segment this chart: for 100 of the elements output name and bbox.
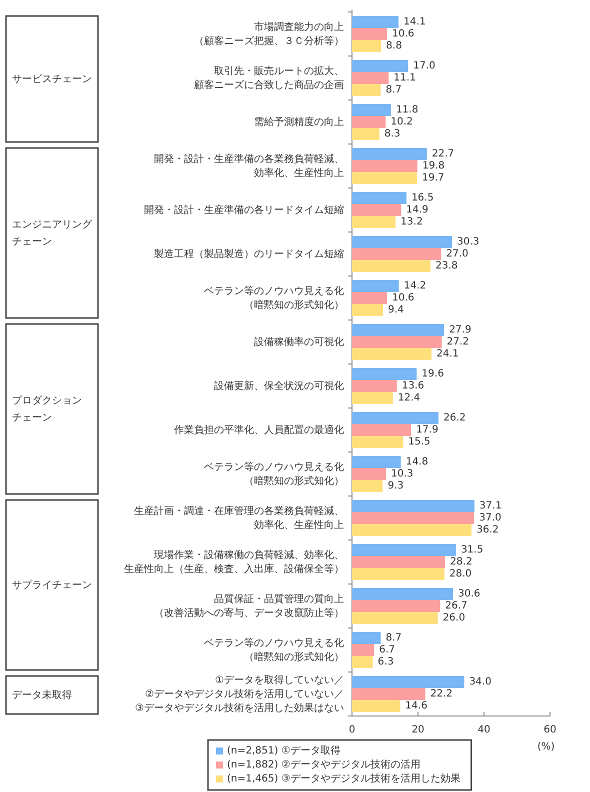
bar [352, 676, 464, 688]
bar [352, 116, 386, 128]
bar [352, 500, 474, 512]
bar [352, 280, 399, 292]
data-label: 26.2 [443, 412, 466, 424]
y-tick-label: ベテラン等のノウハウ見える化（暗黙知の形式知化） [204, 284, 344, 310]
bar [352, 72, 389, 84]
data-label: 10.6 [392, 28, 414, 40]
bar [352, 292, 387, 304]
bar [352, 60, 408, 72]
bar [352, 700, 400, 712]
bar [352, 644, 374, 656]
y-tick-label: 生産計画・調達・在庫管理の各業務負荷軽減、効率化、生産性向上 [134, 504, 344, 530]
bar [352, 480, 383, 492]
data-label: 36.2 [476, 524, 499, 536]
y-tick-label: 製造工程（製品製造）のリードタイム短縮 [154, 248, 344, 260]
bar [352, 512, 474, 524]
data-label: 28.0 [449, 568, 472, 580]
legend-label: (n=2,851) ①データ取得 [227, 746, 340, 756]
bar [352, 16, 399, 28]
data-label: 37.0 [479, 512, 502, 524]
bar [352, 248, 442, 260]
bar [352, 304, 384, 316]
bar [352, 688, 426, 700]
data-label: 22.2 [430, 688, 453, 700]
bar [352, 568, 444, 580]
bar [352, 468, 386, 480]
data-label: 15.5 [408, 436, 430, 448]
data-label: 34.0 [469, 676, 492, 688]
data-label: 30.6 [458, 588, 480, 600]
bar [352, 656, 373, 668]
data-label: 12.4 [398, 392, 420, 404]
y-tick-label: 現場作業・設備稼働の負荷軽減、効率化、生産性向上（生産、検査、入出庫、設備保全等） [124, 548, 344, 574]
data-label: 14.6 [405, 700, 428, 712]
text: サービスチェーン [12, 74, 92, 84]
data-label: 19.6 [422, 368, 444, 380]
data-label: 6.7 [379, 644, 396, 656]
data-label: 11.8 [396, 104, 418, 116]
bar [352, 160, 418, 172]
bar [352, 128, 380, 140]
text: エンジニアリングチェーン [12, 219, 93, 247]
bar [352, 104, 391, 116]
data-label: 8.7 [386, 632, 402, 644]
bar [352, 40, 382, 52]
x-axis-title: (%) [537, 742, 555, 752]
bar [352, 148, 427, 160]
data-label: 8.3 [384, 128, 400, 140]
data-label: 19.7 [422, 172, 444, 184]
data-label: 14.2 [404, 280, 426, 292]
text: プロダクションチェーン [12, 394, 82, 423]
y-tick-label: 市場調査能力の向上（顧客ニーズ把握、３Ｃ分析等） [194, 20, 344, 46]
bar [352, 84, 381, 96]
bar [352, 524, 472, 536]
bar [352, 336, 442, 348]
bar [352, 600, 440, 612]
bar [352, 236, 452, 248]
data-label: 10.3 [390, 468, 414, 480]
data-label: 8.7 [386, 84, 402, 96]
data-label: 10.2 [390, 116, 413, 128]
legend-label: (n=1,882) ②データやデジタル技術の活用 [227, 758, 420, 770]
bar [352, 544, 456, 556]
y-tick-label: 取引先・販売ルートの拡大、顧客ニーズに合致した商品の企画 [194, 64, 344, 90]
y-tick-label: ベテラン等のノウハウ見える化（暗黙知の形式知化） [204, 460, 344, 486]
data-label: 31.5 [460, 544, 484, 556]
data-label: 37.1 [479, 500, 502, 512]
bar [352, 216, 396, 228]
bar [352, 368, 417, 380]
bar [352, 612, 438, 624]
bar [352, 632, 381, 644]
y-tick-label: 開発・設計・生産準備の各業務負荷軽減、効率化、生産性向上 [154, 152, 344, 178]
bar [352, 260, 431, 272]
data-label: 8.8 [386, 40, 402, 52]
data-label: 13.2 [400, 216, 423, 228]
data-label: 26.0 [442, 612, 466, 624]
bar [352, 436, 404, 448]
bar [352, 380, 397, 392]
data-label: 26.7 [445, 600, 468, 612]
data-label: 27.0 [446, 248, 468, 260]
data-label: 9.3 [388, 480, 404, 492]
data-label: 10.6 [392, 292, 414, 304]
data-label: 11.1 [394, 72, 416, 84]
x-tick-label: 40 [478, 724, 490, 736]
x-tick-label: 20 [412, 724, 424, 736]
bar [352, 172, 418, 184]
y-tick-label: ベテラン等のノウハウ見える化（暗黙知の形式知化） [204, 636, 344, 662]
text: サプライチェーン [12, 578, 92, 590]
data-label: 27.2 [446, 336, 470, 348]
bar [352, 412, 438, 424]
y-tick-label: 品質保証・品質管理の質向上（改善活動への寄与、データ改竄防止等） [154, 592, 344, 618]
bar [352, 324, 444, 336]
y-tick-label: 設備更新、保全状況の可視化 [214, 380, 344, 392]
bar [352, 556, 446, 568]
data-label: 19.8 [422, 160, 445, 172]
bar [352, 588, 453, 600]
data-label: 17.9 [416, 424, 438, 436]
bar [352, 392, 393, 404]
data-label: 28.2 [450, 556, 472, 568]
bar [352, 456, 401, 468]
data-label: 23.8 [436, 260, 458, 272]
bar [352, 204, 402, 216]
